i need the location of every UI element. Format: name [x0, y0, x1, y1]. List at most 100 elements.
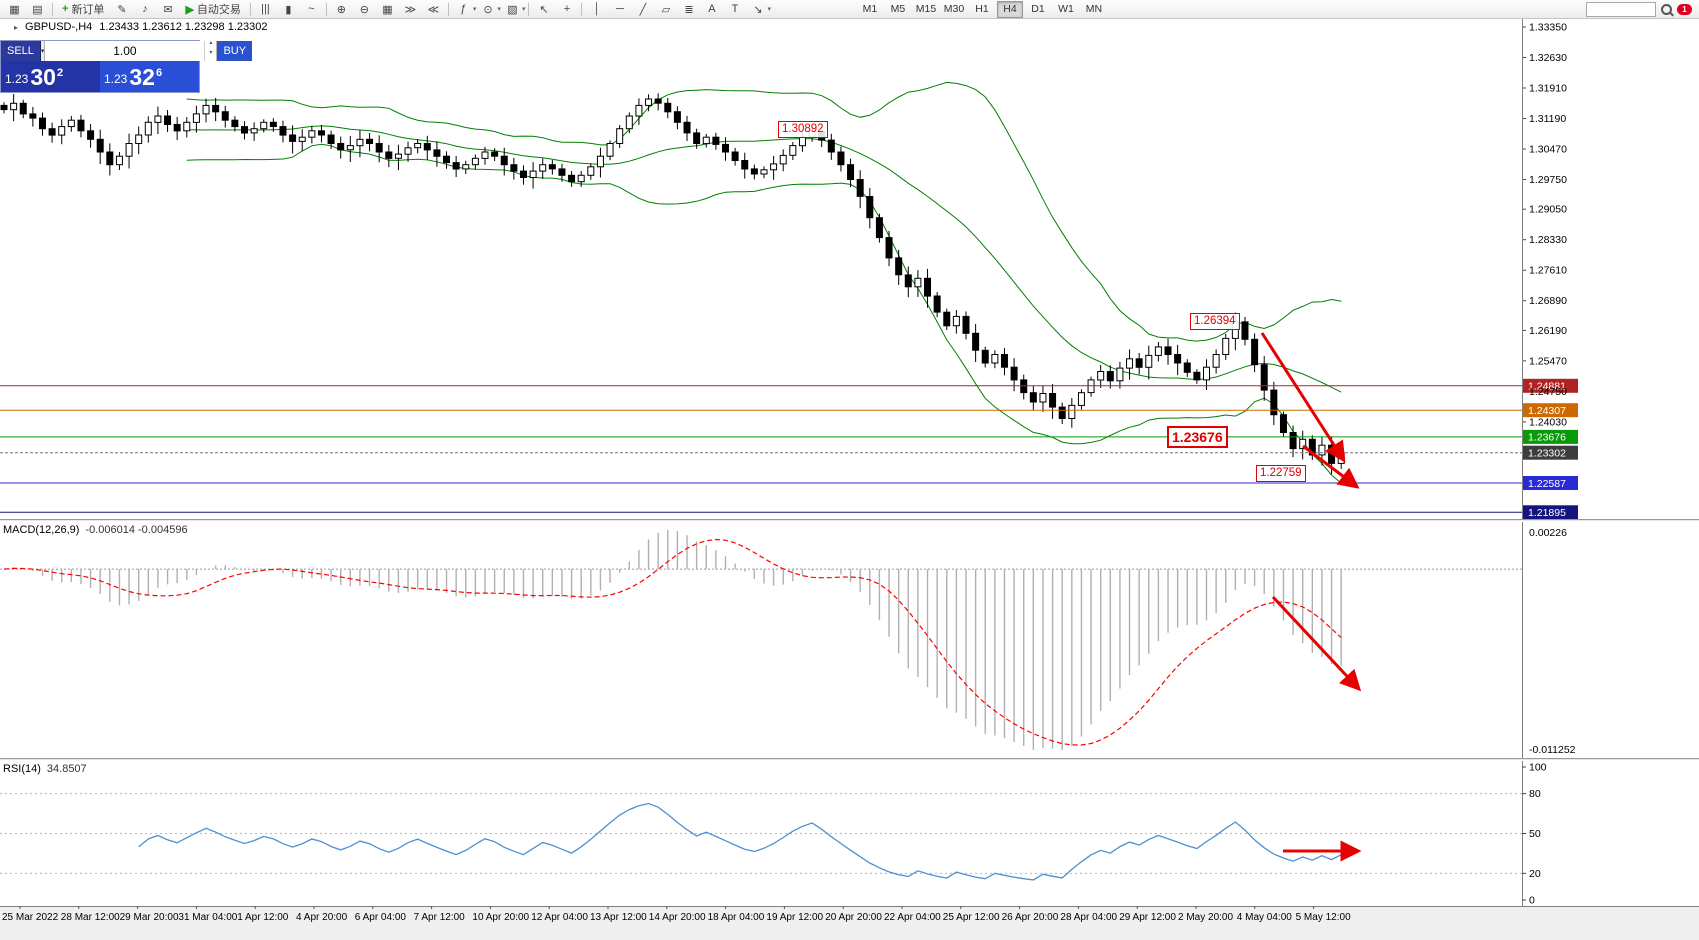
search-icon[interactable] — [1661, 3, 1672, 15]
mailbox-icon[interactable]: ✉ — [163, 3, 173, 16]
svg-text:1.31190: 1.31190 — [1529, 113, 1566, 125]
rsi-panel: 100 80 50 20 0 — [0, 762, 1547, 907]
buy-button[interactable]: BUY — [217, 41, 253, 61]
price-callout[interactable]: 1.23676 — [1167, 426, 1228, 448]
chart-background — [0, 18, 1699, 940]
sell-price-pip: 2 — [56, 67, 64, 79]
timeframe-h4[interactable]: H4 — [996, 0, 1023, 18]
sell-price[interactable]: 1.23 30 2 — [1, 61, 100, 92]
volume-input[interactable] — [45, 41, 205, 61]
svg-text:1.24307: 1.24307 — [1528, 405, 1566, 417]
alerts-icon[interactable]: ♪ — [142, 3, 148, 15]
svg-text:1.26190: 1.26190 — [1529, 325, 1567, 337]
svg-text:19 Apr 12:00: 19 Apr 12:00 — [766, 912, 823, 923]
line-chart-icon[interactable]: ~ — [308, 3, 315, 15]
svg-text:-0.011252: -0.011252 — [1529, 744, 1576, 756]
volume-up-icon[interactable]: ▴ — [209, 40, 213, 46]
scripts-icon[interactable]: ✎ — [117, 3, 127, 16]
candlestick-chart-icon[interactable]: ▮ — [285, 3, 292, 16]
svg-text:1.24750: 1.24750 — [1529, 386, 1567, 398]
indicators-icon[interactable]: ƒ — [460, 3, 467, 15]
chart-shift-icon[interactable]: ≪ — [427, 3, 440, 16]
zoom-in-icon[interactable]: ⊕ — [336, 3, 347, 16]
indicators-dropdown-icon[interactable]: ▾ — [472, 6, 477, 13]
rsi-label: RSI(14) 34.8507 — [3, 763, 87, 775]
periods-dropdown-icon[interactable]: ▾ — [497, 6, 501, 13]
new-order-button[interactable]: + 新订单 — [56, 1, 110, 18]
timeframe-mn[interactable]: MN — [1085, 3, 1103, 15]
vertical-line-tool-icon[interactable]: │ — [593, 3, 601, 15]
quote-expand-icon[interactable]: ▸ — [14, 22, 19, 32]
price-callout[interactable]: 1.30892 — [778, 121, 828, 138]
timeframe-m30[interactable]: M30 — [943, 3, 965, 15]
volume-preset-dropdown[interactable]: ▾ — [40, 41, 46, 61]
symbol-period-label: GBPUSD-,H4 — [25, 21, 93, 33]
svg-text:1.28330: 1.28330 — [1529, 234, 1567, 246]
svg-text:18 Apr 04:00: 18 Apr 04:00 — [708, 912, 765, 923]
trendline-tool-icon[interactable]: ╱ — [639, 3, 647, 16]
svg-text:14 Apr 20:00: 14 Apr 20:00 — [649, 912, 706, 923]
svg-text:1.24881: 1.24881 — [1528, 381, 1566, 393]
trend-arrows[interactable] — [1260, 332, 1362, 862]
timeframe-m5[interactable]: M5 — [890, 3, 906, 15]
svg-text:5 May 12:00: 5 May 12:00 — [1296, 912, 1351, 923]
svg-text:28 Mar 12:00: 28 Mar 12:00 — [61, 912, 120, 923]
horizontal-line-tool-icon[interactable]: ─ — [616, 3, 624, 15]
svg-text:25 Apr 12:00: 25 Apr 12:00 — [943, 912, 1000, 923]
svg-text:10 Apr 20:00: 10 Apr 20:00 — [472, 912, 529, 923]
horizontal-level-lines[interactable]: 1.24881 1.24307 1.23676 1.22587 1.21895 1.233… — [0, 378, 1578, 520]
arrows-tool-icon[interactable]: ↘ — [753, 3, 763, 16]
sell-price-prefix: 1.23 — [5, 72, 29, 86]
templates-icon[interactable]: ▧ — [507, 3, 518, 16]
crosshair-icon[interactable]: + — [563, 3, 571, 15]
profiles-icon[interactable]: ▤ — [32, 3, 43, 16]
toolbar: ▦ ▤ + 新订单 ✎ ♪ ✉ ▶ 自动交易 ||| ▮ ~ ⊕ ⊖ ▦ ≫ ≪… — [0, 0, 1699, 19]
new-chart-icon[interactable]: ▦ — [9, 3, 20, 16]
svg-text:80: 80 — [1529, 788, 1541, 800]
buy-price[interactable]: 1.23 32 6 — [100, 61, 199, 92]
toolbar-search-area: 1 — [1586, 1, 1696, 17]
svg-text:13 Apr 12:00: 13 Apr 12:00 — [590, 912, 647, 923]
timeframe-h1[interactable]: H1 — [975, 3, 989, 15]
price-callout[interactable]: 1.26394 — [1190, 313, 1240, 330]
svg-text:6 Apr 04:00: 6 Apr 04:00 — [355, 912, 407, 923]
periods-icon[interactable]: ⊙ — [483, 3, 493, 16]
buy-price-big: 32 — [129, 64, 155, 90]
svg-text:4 May 04:00: 4 May 04:00 — [1237, 912, 1292, 923]
text-tool-icon[interactable]: A — [708, 3, 716, 15]
label-tool-icon[interactable]: T — [731, 3, 739, 15]
price-callout[interactable]: 1.22759 — [1256, 465, 1306, 482]
channel-tool-icon[interactable]: ▱ — [661, 3, 671, 16]
svg-text:1 Apr 12:00: 1 Apr 12:00 — [237, 912, 289, 923]
timeframe-d1[interactable]: D1 — [1031, 3, 1045, 15]
tile-windows-icon[interactable]: ▦ — [382, 3, 393, 16]
cursor-icon[interactable]: ↖ — [539, 3, 549, 16]
candlesticks — [0, 93, 1345, 475]
svg-text:4 Apr 20:00: 4 Apr 20:00 — [296, 912, 348, 923]
bar-chart-icon[interactable]: ||| — [261, 3, 270, 15]
autotrading-button[interactable]: ▶ 自动交易 — [179, 1, 246, 18]
volume-down-icon[interactable]: ▾ — [209, 50, 213, 56]
sell-button[interactable]: SELL — [1, 41, 41, 61]
auto-scroll-icon[interactable]: ≫ — [404, 3, 417, 16]
search-input[interactable] — [1586, 1, 1656, 17]
timeframe-m15[interactable]: M15 — [915, 3, 937, 15]
svg-text:20 Apr 20:00: 20 Apr 20:00 — [825, 912, 882, 923]
volume-stepper: ▴ ▾ — [204, 40, 216, 61]
new-order-icon: + — [62, 3, 69, 15]
timeframe-m1[interactable]: M1 — [862, 3, 878, 15]
timeframe-w1[interactable]: W1 — [1058, 3, 1074, 15]
svg-text:1.30470: 1.30470 — [1529, 144, 1567, 156]
svg-text:28 Apr 04:00: 28 Apr 04:00 — [1060, 912, 1117, 923]
toolbar-separator — [325, 2, 327, 16]
fibonacci-tool-icon[interactable]: ≣ — [684, 3, 694, 16]
volume-field: ▴ ▾ — [45, 40, 218, 61]
macd-values: -0.006014 -0.004596 — [85, 524, 188, 536]
zoom-out-icon[interactable]: ⊖ — [359, 3, 370, 16]
arrows-dropdown-icon[interactable]: ▾ — [767, 6, 771, 13]
macd-name: MACD(12,26,9) — [3, 524, 80, 536]
svg-text:25 Mar 2022: 25 Mar 2022 — [2, 912, 59, 923]
templates-dropdown-icon[interactable]: ▾ — [521, 6, 526, 13]
notification-badge[interactable]: 1 — [1677, 3, 1692, 15]
